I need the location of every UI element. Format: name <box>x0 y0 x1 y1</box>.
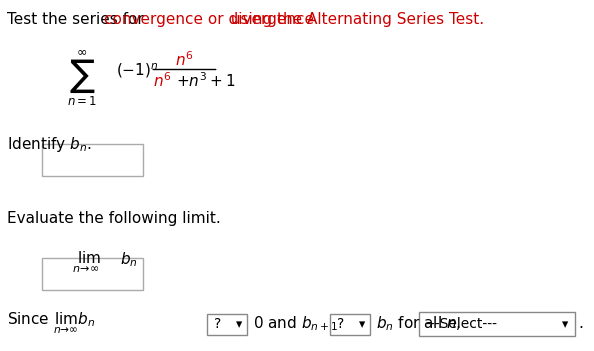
Text: $n^6$: $n^6$ <box>153 71 172 90</box>
Text: $+ n^3 + 1$: $+ n^3 + 1$ <box>176 71 235 90</box>
Text: ?: ? <box>337 317 344 331</box>
Text: convergence or divergence: convergence or divergence <box>105 12 314 27</box>
Text: $\sum$: $\sum$ <box>69 58 95 95</box>
Text: ▾: ▾ <box>236 318 243 331</box>
Text: Evaluate the following limit.: Evaluate the following limit. <box>7 211 221 226</box>
FancyBboxPatch shape <box>42 258 143 290</box>
Text: $b_n$ for all $n,$: $b_n$ for all $n,$ <box>376 314 462 333</box>
Text: ?: ? <box>214 317 221 331</box>
Text: $n=1$: $n=1$ <box>67 95 97 108</box>
Text: ▾: ▾ <box>562 318 568 331</box>
FancyBboxPatch shape <box>42 144 143 176</box>
Text: Identify $b_n$.: Identify $b_n$. <box>7 135 92 154</box>
Text: using the Alternating Series Test.: using the Alternating Series Test. <box>226 12 484 27</box>
Text: ▾: ▾ <box>359 318 366 331</box>
FancyBboxPatch shape <box>207 314 247 335</box>
Text: $(-1)^n$: $(-1)^n$ <box>116 61 159 80</box>
Text: $n\!\to\!\infty$: $n\!\to\!\infty$ <box>72 264 100 274</box>
Text: ---Select---: ---Select--- <box>425 317 497 331</box>
Text: $\infty$: $\infty$ <box>77 46 87 59</box>
Text: $\lim$: $\lim$ <box>77 250 101 266</box>
Text: .: . <box>578 316 583 331</box>
Text: $n^6$: $n^6$ <box>175 50 194 68</box>
FancyBboxPatch shape <box>330 314 370 335</box>
Text: $b_n$: $b_n$ <box>120 250 138 269</box>
Text: 0 and $b_{n+1}$: 0 and $b_{n+1}$ <box>253 314 339 333</box>
FancyBboxPatch shape <box>419 312 575 336</box>
Text: Test the series for: Test the series for <box>7 12 148 27</box>
Text: Since $\lim_{{n\to\infty}} b_n$: Since $\lim_{{n\to\infty}} b_n$ <box>7 311 96 336</box>
